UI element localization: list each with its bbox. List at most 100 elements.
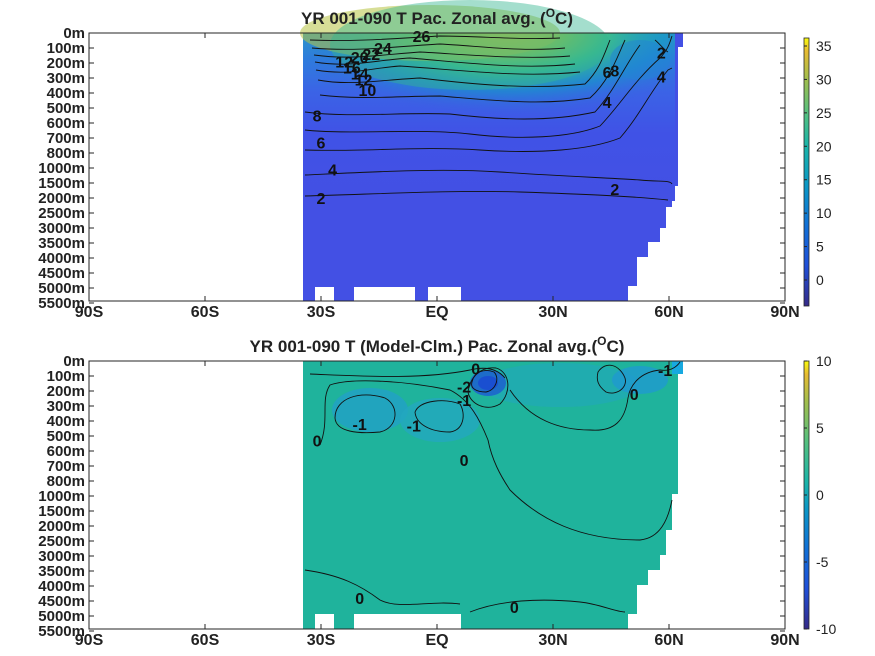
- x-tick-label: 90S: [75, 632, 104, 649]
- contour-label: 0: [630, 387, 639, 404]
- colorbar-tick-label: 30: [816, 71, 832, 87]
- contour-label: 0: [460, 453, 469, 470]
- chart-title: YR 001-090 T Pac. Zonal avg. (OC): [301, 6, 573, 28]
- x-tick-label: 30S: [307, 632, 336, 649]
- y-tick-label: 600m: [47, 115, 85, 132]
- x-tick-label: 60N: [654, 632, 683, 649]
- contour-label: 2: [317, 191, 326, 208]
- colorbar-tick-label: 5: [816, 239, 824, 255]
- contour-label: 4: [657, 70, 666, 87]
- contour-label: 10: [359, 83, 377, 100]
- y-tick-label: 1500m: [38, 503, 85, 520]
- y-tick-label: 100m: [47, 368, 85, 385]
- x-tick-label: 60N: [654, 304, 683, 321]
- x-tick-label: EQ: [425, 632, 448, 649]
- contour-label: 24: [374, 41, 392, 58]
- y-tick-label: 800m: [47, 145, 85, 162]
- colorbar-tick-label: 25: [816, 105, 832, 121]
- colorbar-tick-label: 10: [816, 205, 832, 221]
- contour-lines: [304, 35, 673, 201]
- axes-labels: YR 001-090 T Pac. Zonal avg. (OC)0m100m2…: [38, 6, 836, 649]
- x-tick-label: 90N: [770, 632, 799, 649]
- contour-label: 26: [413, 29, 431, 46]
- y-tick-label: 400m: [47, 85, 85, 102]
- x-tick-label: 30S: [307, 304, 336, 321]
- y-tick-label: 3500m: [38, 563, 85, 580]
- chart-title: YR 001-090 T (Model-Clm.) Pac. Zonal avg…: [250, 334, 625, 356]
- contour-label: 12: [335, 55, 353, 72]
- y-tick-label: 2500m: [38, 205, 85, 222]
- y-tick-label: 200m: [47, 383, 85, 400]
- y-tick-label: 4500m: [38, 593, 85, 610]
- heatmap-field: [300, 0, 683, 301]
- x-tick-label: 90N: [770, 304, 799, 321]
- y-tick-label: 2500m: [38, 533, 85, 550]
- y-tick-label: 500m: [47, 428, 85, 445]
- x-tick-label: 90S: [75, 304, 104, 321]
- y-tick-label: 1500m: [38, 175, 85, 192]
- y-tick-label: 400m: [47, 413, 85, 430]
- contour-label: 0: [510, 600, 519, 617]
- colorbar-tick-label: 10: [816, 353, 832, 369]
- contour-label: 6: [603, 65, 612, 82]
- colorbar-tick-label: -5: [816, 554, 829, 570]
- contour-label: 6: [317, 136, 326, 153]
- contour-label: 22: [362, 47, 380, 64]
- y-tick-label: 1000m: [38, 488, 85, 505]
- x-tick-label: 30N: [538, 632, 567, 649]
- y-tick-label: 2000m: [38, 518, 85, 535]
- contour-label: -1: [407, 419, 421, 436]
- contour-label: -1: [353, 417, 367, 434]
- contour-label: 12: [355, 73, 373, 90]
- colorbar-tick-label: 5: [816, 420, 824, 436]
- y-tick-label: 600m: [47, 443, 85, 460]
- y-tick-label: 500m: [47, 100, 85, 117]
- y-tick-label: 300m: [47, 398, 85, 415]
- contour-label: 2: [610, 182, 619, 199]
- y-tick-label: 3500m: [38, 235, 85, 252]
- y-tick-label: 5500m: [38, 295, 85, 312]
- x-tick-label: 30N: [538, 304, 567, 321]
- colorbar-tick-label: 15: [816, 172, 832, 188]
- contour-label: -1: [457, 393, 471, 410]
- colorbar-tick-label: 0: [816, 487, 824, 503]
- colorbar-tick-label: 35: [816, 38, 832, 54]
- y-tick-label: 4500m: [38, 265, 85, 282]
- y-tick-label: 200m: [47, 55, 85, 72]
- contour-label: 0: [313, 434, 322, 451]
- contour-label: 8: [610, 64, 619, 81]
- x-tick-label: 60S: [191, 632, 220, 649]
- y-tick-label: 0m: [63, 353, 85, 370]
- contour-label: -2: [457, 380, 471, 397]
- x-tick-label: 60S: [191, 304, 220, 321]
- y-tick-label: 1000m: [38, 160, 85, 177]
- contour-label: 0: [471, 362, 480, 379]
- colorbar-tick-label: -10: [816, 621, 836, 637]
- y-tick-label: 100m: [47, 40, 85, 57]
- contour-label: 0: [355, 591, 364, 608]
- y-tick-label: 4000m: [38, 578, 85, 595]
- contour-label: 16: [343, 61, 361, 78]
- colorbar-top: [803, 37, 810, 307]
- y-tick-label: 5000m: [38, 280, 85, 297]
- y-tick-label: 4000m: [38, 250, 85, 267]
- contour-label: 14: [351, 67, 369, 84]
- x-tick-label: EQ: [425, 304, 448, 321]
- contour-label: 4: [328, 163, 337, 180]
- y-tick-label: 3000m: [38, 548, 85, 565]
- heatmap-field: [303, 361, 683, 629]
- colorbar-tick-label: 0: [816, 272, 824, 288]
- contour-label: -1: [658, 363, 672, 380]
- y-tick-label: 700m: [47, 130, 85, 147]
- colorbar-tick-label: 20: [816, 138, 832, 154]
- y-tick-label: 300m: [47, 70, 85, 87]
- y-tick-label: 5000m: [38, 608, 85, 625]
- contour-lines: [304, 361, 681, 613]
- contour-label: 2: [657, 46, 666, 63]
- y-tick-label: 5500m: [38, 623, 85, 640]
